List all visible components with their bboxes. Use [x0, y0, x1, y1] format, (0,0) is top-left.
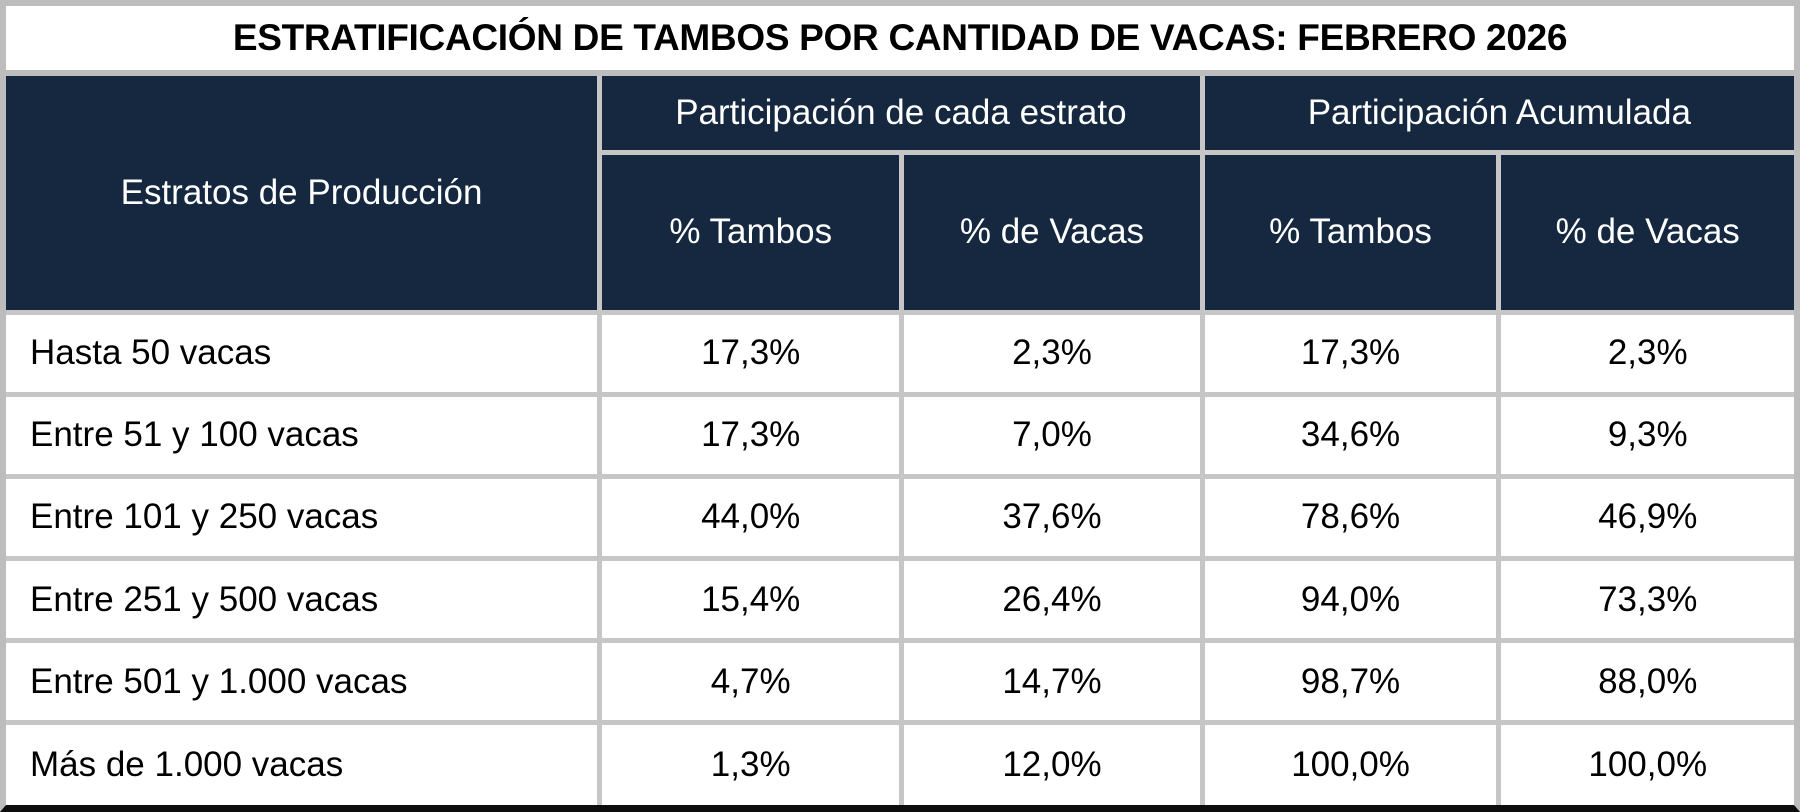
stratum-cell: Hasta 50 vacas — [6, 309, 603, 397]
column-header-vacas-estrato: % de Vacas — [899, 149, 1205, 315]
value-cell: 94,0% — [1199, 555, 1502, 644]
column-group-participacion-acumulada: Participación Acumulada — [1199, 76, 1794, 155]
value-cell: 98,7% — [1199, 638, 1502, 726]
value-cell: 7,0% — [899, 391, 1205, 479]
value-cell: 46,9% — [1496, 473, 1794, 561]
value-cell: 2,3% — [1496, 309, 1794, 397]
value-cell: 17,3% — [1199, 309, 1502, 397]
value-cell: 100,0% — [1496, 720, 1794, 805]
value-cell: 17,3% — [597, 391, 905, 479]
sub-header-row: % Tambos % de Vacas % Tambos % de Vacas — [6, 149, 1794, 315]
value-cell: 17,3% — [597, 309, 905, 397]
value-cell: 34,6% — [1199, 391, 1502, 479]
value-cell: 1,3% — [597, 720, 905, 805]
stratum-cell: Más de 1.000 vacas — [6, 720, 603, 805]
column-header-tambos-estrato: % Tambos — [599, 149, 905, 315]
value-cell: 2,3% — [899, 309, 1205, 397]
table-row: Entre 101 y 250 vacas 44,0% 37,6% 78,6% 46,9… — [6, 473, 1794, 561]
value-cell: 37,6% — [899, 473, 1205, 561]
table-row: Entre 501 y 1.000 vacas 4,7% 14,7% 98,7% 88,… — [6, 638, 1794, 726]
stratum-cell: Entre 101 y 250 vacas — [6, 473, 603, 561]
value-cell: 78,6% — [1199, 473, 1502, 561]
value-cell: 88,0% — [1496, 638, 1794, 726]
column-header-tambos-acumulada: % Tambos — [1199, 149, 1502, 315]
table-header: Estratos de Producción Participación de … — [6, 76, 1794, 315]
table-row: Entre 251 y 500 vacas 15,4% 26,4% 94,0% 73,3… — [6, 555, 1794, 644]
stratum-cell: Entre 501 y 1.000 vacas — [6, 638, 603, 726]
value-cell: 9,3% — [1496, 391, 1794, 479]
stratum-cell: Entre 251 y 500 vacas — [6, 555, 603, 644]
stratification-table: Estratos de Producción Participación de … — [6, 76, 1794, 805]
value-cell: 14,7% — [899, 638, 1205, 726]
group-header-row: Estratos de Producción Participación de … — [6, 76, 1794, 315]
table-row: Más de 1.000 vacas 1,3% 12,0% 100,0% 100,0% — [6, 720, 1794, 805]
value-cell: 26,4% — [899, 555, 1205, 644]
value-cell: 73,3% — [1496, 555, 1794, 644]
table-body: Hasta 50 vacas 17,3% 2,3% 17,3% 2,3% Entre 51… — [6, 309, 1794, 805]
value-cell: 12,0% — [899, 720, 1205, 805]
value-cell: 15,4% — [597, 555, 905, 644]
value-cell: 4,7% — [597, 638, 905, 726]
table-row: Hasta 50 vacas 17,3% 2,3% 17,3% 2,3% — [6, 309, 1794, 397]
column-group-participacion-estrato: Participación de cada estrato — [597, 76, 1205, 155]
column-header-vacas-acumulada: % de Vacas — [1496, 149, 1794, 315]
column-header-estratos: Estratos de Producción — [6, 76, 603, 315]
table-title: ESTRATIFICACIÓN DE TAMBOS POR CANTIDAD D… — [6, 6, 1794, 76]
stratum-cell: Entre 51 y 100 vacas — [6, 391, 603, 479]
value-cell: 100,0% — [1199, 720, 1502, 805]
table-row: Entre 51 y 100 vacas 17,3% 7,0% 34,6% 9,3% — [6, 391, 1794, 479]
value-cell: 44,0% — [597, 473, 905, 561]
